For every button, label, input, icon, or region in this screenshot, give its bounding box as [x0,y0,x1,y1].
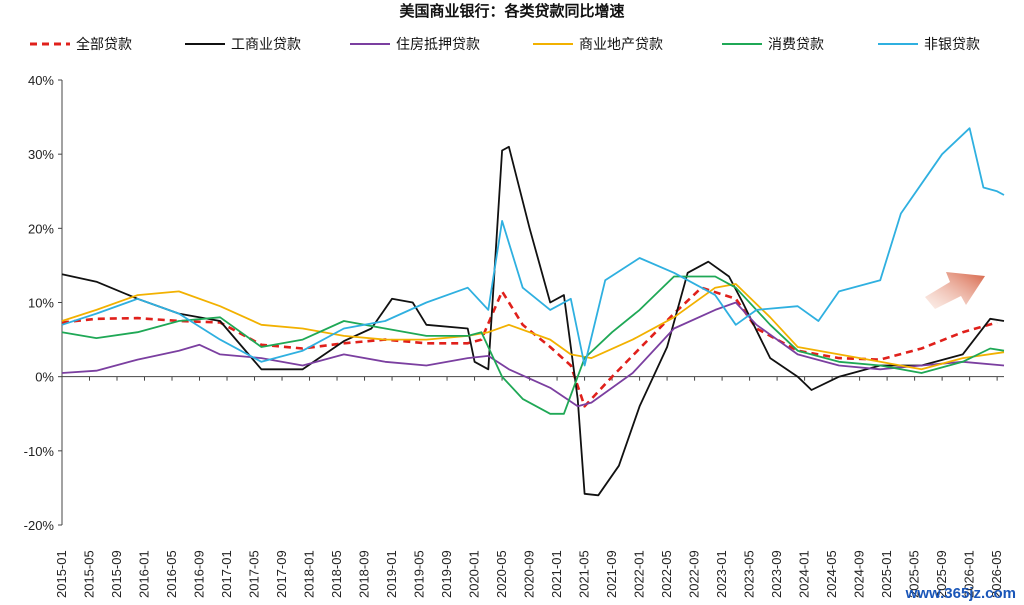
x-tick-label: 2021-01 [549,550,564,598]
legend-label: 工商业贷款 [231,37,301,53]
x-tick-label: 2024-09 [852,550,867,598]
x-tick-label: 2021-09 [604,550,619,598]
x-tick-label: 2024-05 [824,550,839,598]
x-tick-label: 2022-09 [687,550,702,598]
x-tick-label: 2026-05 [989,550,1004,598]
trend-arrow-icon [925,272,985,309]
x-tick-label: 2023-05 [742,550,757,598]
x-tick-label: 2025-09 [934,550,949,598]
x-tick-label: 2018-09 [357,550,372,598]
y-axis: 40% 30% 20% 10% 0% -10% -20% [24,73,63,533]
x-tick-label: 2024-01 [797,550,812,598]
y-tick-label: 20% [28,221,54,236]
x-tick-label: 2020-09 [522,550,537,598]
y-tick-label: 10% [28,296,54,311]
series-line [61,145,1005,497]
y-tick-label: 0% [35,370,54,385]
series-line [61,275,1005,415]
series-line [61,286,998,408]
x-tick-label: 2015-05 [82,550,97,598]
x-tick-label: 2018-01 [302,550,317,598]
x-tick-label: 2022-01 [632,550,647,598]
x-tick-label: 2016-01 [137,550,152,598]
x-tick-label: 2017-01 [219,550,234,598]
x-tick-label: 2016-05 [164,550,179,598]
x-tick-label: 2019-05 [412,550,427,598]
x-tick-label: 2018-05 [329,550,344,598]
x-tick-label: 2017-09 [274,550,289,598]
x-tick-label: 2020-01 [467,550,482,598]
series-line [61,283,1005,371]
chart-title: 美国商业银行：各类贷款同比增速 [399,2,624,20]
series-group [61,127,1005,497]
x-tick-label: 2022-05 [659,550,674,598]
y-tick-label: 30% [28,147,54,162]
x-tick-label: 2023-01 [714,550,729,598]
legend-label: 住房抵押贷款 [396,37,480,53]
trend-arrow [925,272,985,309]
legend-label: 商业地产贷款 [579,37,663,53]
x-tick-label: 2023-09 [769,550,784,598]
y-tick-label: -10% [24,444,55,459]
legend-label: 非银贷款 [924,37,980,53]
x-tick-label: 2025-05 [907,550,922,598]
x-tick-label: 2021-05 [577,550,592,598]
x-tick-label: 2017-05 [247,550,262,598]
series-line [61,301,1005,408]
x-tick-label: 2019-09 [439,550,454,598]
y-tick-label: 40% [28,73,54,88]
x-tick-label: 2026-01 [962,550,977,598]
legend-label: 全部贷款 [76,36,132,53]
series-line [61,127,1005,367]
y-tick-label: -20% [24,518,55,533]
x-tick-label: 2015-09 [109,550,124,598]
x-tick-label: 2019-01 [384,550,399,598]
watermark: www.365jz.com [905,585,1016,602]
legend-label: 消费贷款 [768,37,824,53]
x-tick-label: 2025-01 [879,550,894,598]
x-axis: 2015-01 2015-05 2015-09 2016-01 2016-05 2016-… [54,376,1004,598]
legend: 全部贷款 工商业贷款 住房抵押贷款 商业地产贷款 消费贷款 非银贷款 [30,36,980,53]
x-tick-label: 2020-05 [494,550,509,598]
x-tick-label: 2016-09 [192,550,207,598]
x-tick-label: 2015-01 [54,550,69,598]
